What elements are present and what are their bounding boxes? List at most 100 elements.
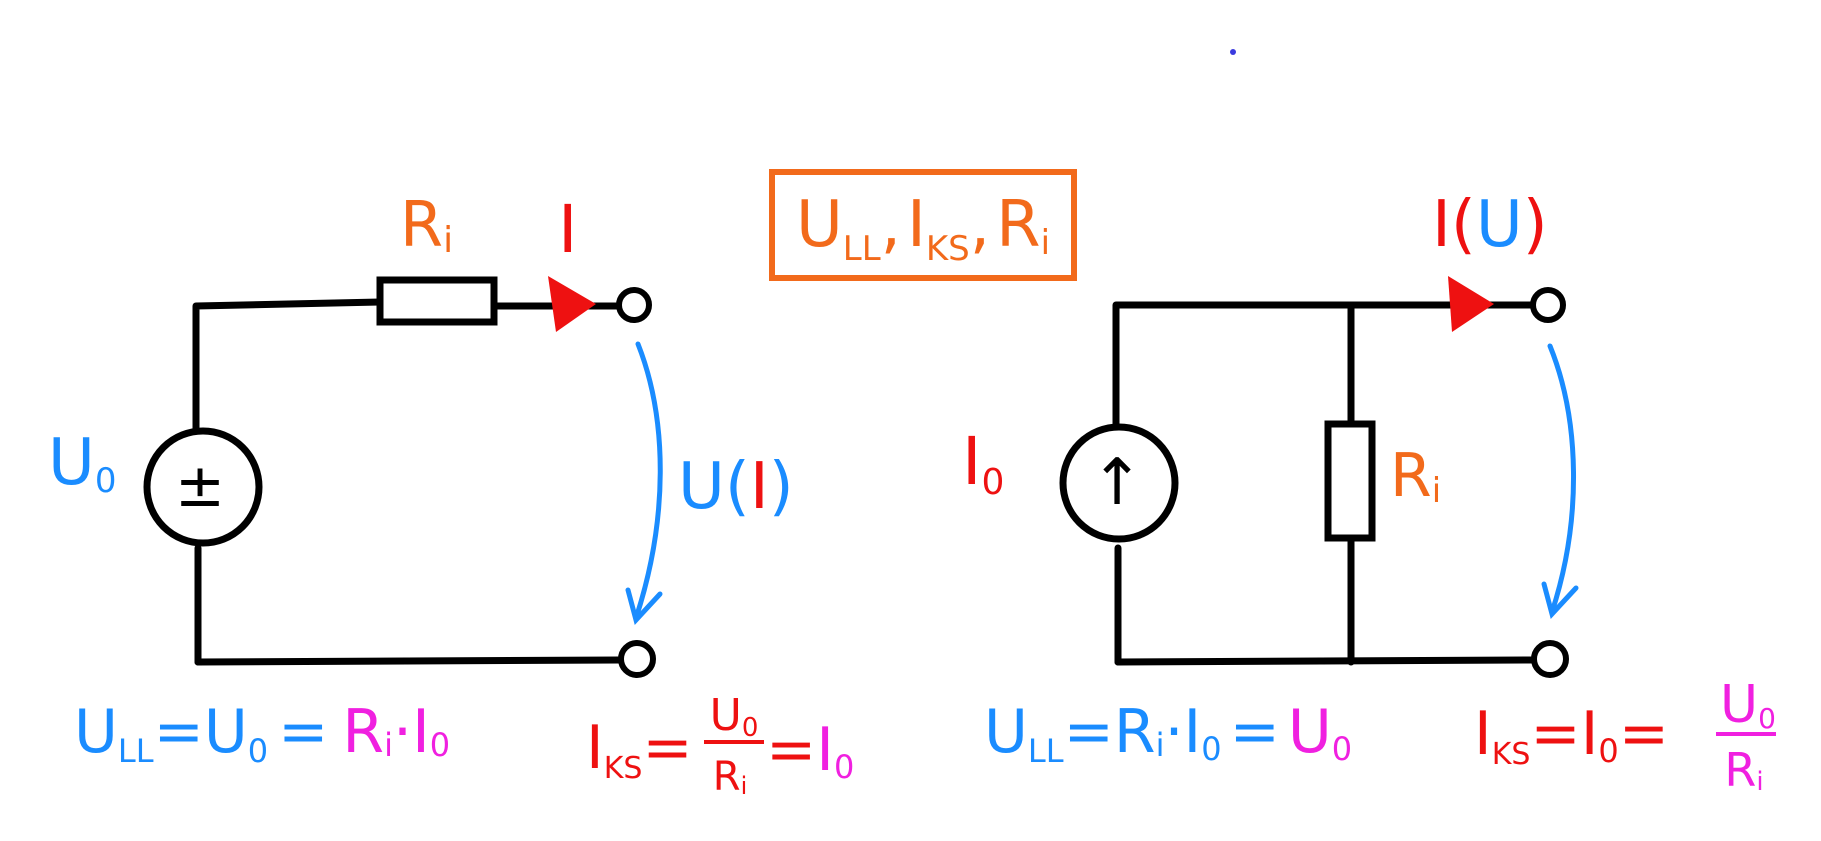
- left-ull-eq2: =: [278, 697, 328, 767]
- right-iks-i-sub: KS: [1492, 737, 1531, 772]
- left-ull-dot: ·: [393, 697, 412, 767]
- right-ull-u: U: [984, 697, 1028, 767]
- left-iks-den: R: [713, 754, 741, 800]
- right-iks-numerator: U0: [1720, 675, 1776, 735]
- left-current-arrow: [548, 276, 596, 332]
- right-terminal-top: [1530, 287, 1566, 323]
- right-source-label: I0: [962, 423, 1004, 503]
- right-iks-i: I: [1474, 699, 1492, 769]
- header-box-frame: [769, 169, 1077, 281]
- left-iks-denominator: Ri: [713, 754, 747, 800]
- left-iks-den-sub: i: [741, 772, 748, 800]
- right-iks-num: U: [1720, 675, 1758, 735]
- left-resistor-label: Ri: [400, 188, 453, 261]
- left-wire-top: [192, 298, 384, 436]
- left-ull-equation: ULL=U0 = Ri·I0: [74, 697, 450, 770]
- right-source-symbol: ↑: [1090, 446, 1144, 520]
- left-ull-u: U: [74, 697, 118, 767]
- left-iks-num: U: [710, 690, 742, 741]
- right-circuit: ↑ I0 Ri I(U) ULL=Ri·I0 = U0 IKS=I0= U0 Ri: [962, 188, 1776, 797]
- left-voltage-arrow: [633, 341, 663, 621]
- left-voltage-source: [143, 427, 263, 547]
- left-resistor-label-sub: i: [443, 220, 453, 261]
- left-resistor: [376, 276, 498, 326]
- right-iks-den: R: [1724, 743, 1756, 797]
- header-u-sub: LL: [843, 229, 881, 269]
- header-i: I: [907, 188, 926, 262]
- left-iks-lhs: IKS=: [586, 713, 693, 786]
- header-i-sub: KS: [926, 229, 970, 269]
- right-iks-i0: I: [1581, 699, 1599, 769]
- right-ull-dot: ·: [1164, 697, 1183, 767]
- left-iks-rhs: =I0: [766, 715, 854, 786]
- right-current-label-u: U: [1476, 188, 1523, 262]
- right-resistor-label: Ri: [1390, 441, 1441, 511]
- right-iks-equation: IKS=I0= U0 Ri: [1474, 675, 1776, 797]
- left-terminal-top: [616, 287, 652, 323]
- right-ull-u0-sub: 0: [1332, 730, 1352, 768]
- left-ull-r: R: [342, 697, 384, 767]
- right-iks-lhs: IKS=I0=: [1474, 699, 1669, 772]
- left-voltage-label-u: U: [678, 450, 725, 524]
- left-source-symbol: ±: [175, 451, 225, 521]
- right-iks-i0-sub: 0: [1598, 732, 1618, 770]
- left-source-label: U0: [48, 426, 116, 501]
- right-iks-num-sub: 0: [1758, 702, 1776, 735]
- right-iks-eq1: =: [1530, 699, 1580, 769]
- left-iks-numerator: U0: [710, 690, 759, 743]
- right-current-label: I(U): [1432, 188, 1548, 262]
- right-current-label-open: (: [1451, 188, 1476, 262]
- right-current-label-close: ): [1523, 188, 1548, 262]
- right-resistor-label-main: R: [1390, 441, 1432, 511]
- right-ull-eq2: =: [1230, 697, 1280, 767]
- left-voltage-label: U(I): [678, 450, 794, 524]
- left-iks-num-sub: 0: [742, 713, 759, 743]
- left-ull-u-sub: LL: [118, 732, 154, 770]
- left-circuit: ± Ri I U0 U(I) ULL=U0 = Ri·I0 IKS= U0 Ri =…: [48, 188, 854, 800]
- left-ull-u0: U: [204, 697, 248, 767]
- right-ull-i: I: [1184, 697, 1202, 767]
- left-wire-bottom: [194, 656, 624, 666]
- left-voltage-label-close: ): [769, 450, 794, 524]
- right-ull-eq1: =: [1064, 697, 1114, 767]
- left-current-label: I: [558, 191, 577, 268]
- right-ull-r: R: [1114, 697, 1156, 767]
- left-iks-i-sub: KS: [604, 751, 643, 786]
- left-source-label-sub: 0: [95, 461, 117, 501]
- right-iks-denominator: Ri: [1724, 743, 1763, 797]
- right-current-label-i: I: [1432, 188, 1451, 262]
- left-voltage-label-open: (: [725, 450, 750, 524]
- right-current-arrow: [1448, 276, 1494, 332]
- header-sep-1: ,: [881, 188, 901, 262]
- right-resistor: [1324, 420, 1376, 542]
- right-ull-r-sub: i: [1156, 726, 1165, 764]
- right-wire-top: [1112, 301, 1534, 428]
- right-ull-u-sub: LL: [1028, 732, 1064, 770]
- right-voltage-arrow: [1547, 343, 1577, 615]
- left-ull-u0-sub: 0: [248, 732, 268, 770]
- left-iks-i0-sub: 0: [834, 748, 854, 786]
- left-iks-i: I: [586, 713, 604, 783]
- right-resistor-label-sub: i: [1432, 471, 1441, 511]
- right-iks-eq2: =: [1619, 699, 1669, 769]
- header-r: R: [996, 188, 1040, 262]
- header-sep-2: ,: [970, 188, 990, 262]
- right-voltage-arrowhead: [1541, 581, 1579, 620]
- right-ull-u0: U: [1288, 697, 1332, 767]
- left-resistor-label-main: R: [400, 188, 443, 261]
- left-ull-r-sub: i: [384, 726, 393, 764]
- right-ull-i-sub: 0: [1201, 730, 1221, 768]
- left-iks-i0: I: [816, 715, 834, 785]
- left-iks-equation: IKS= U0 Ri =I0: [586, 690, 854, 800]
- header-box: ULL,IKS,Ri: [769, 169, 1077, 281]
- left-voltage-label-i: I: [750, 450, 769, 524]
- left-ull-i-sub: 0: [430, 726, 450, 764]
- stray-dot: [1230, 49, 1236, 55]
- right-wire-bottom: [1114, 656, 1538, 666]
- right-ull-equation: ULL=Ri·I0 = U0: [984, 697, 1352, 770]
- right-source-label-sub: 0: [981, 462, 1004, 503]
- left-terminal-bottom: [618, 640, 656, 678]
- left-ull-eq1: =: [154, 697, 204, 767]
- right-terminal-bottom: [1531, 640, 1569, 678]
